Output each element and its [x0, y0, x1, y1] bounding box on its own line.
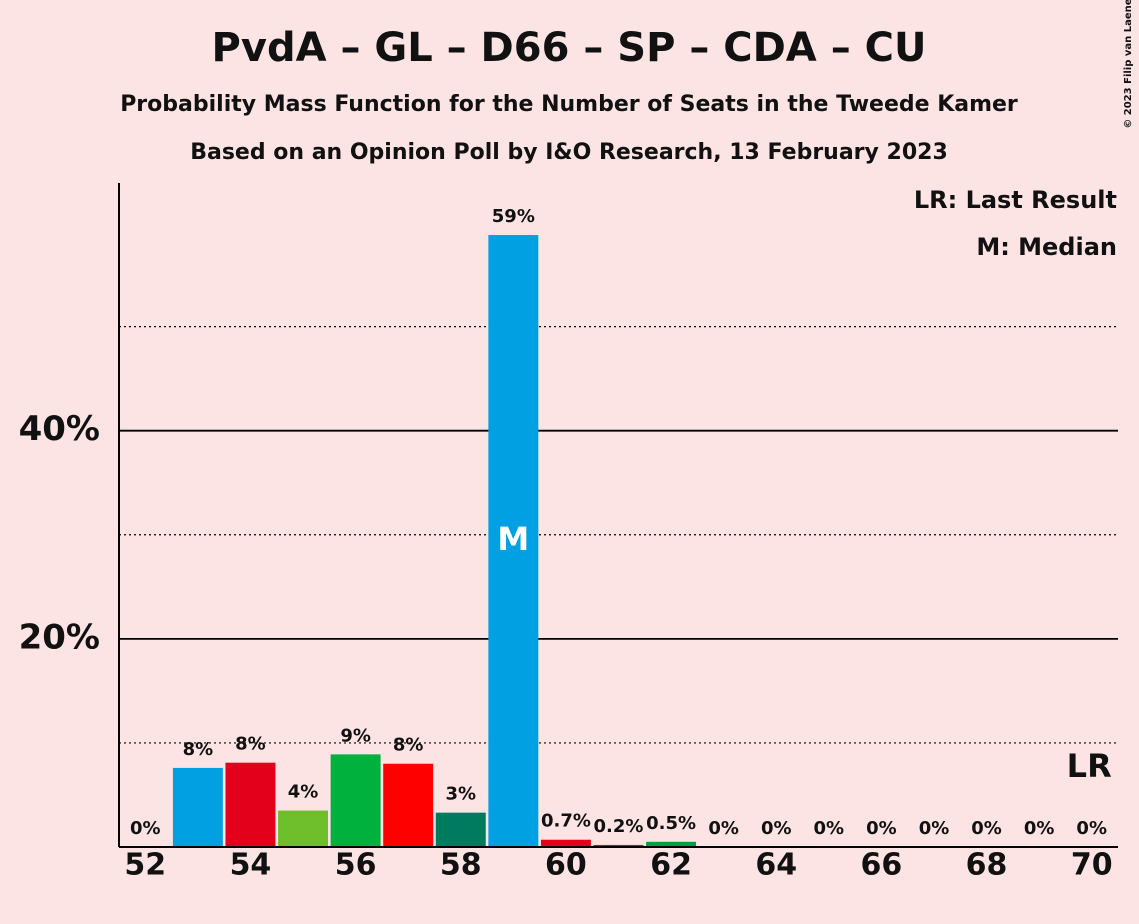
value-label: 0% [1024, 818, 1055, 839]
bar [172, 767, 223, 847]
x-tick-label: 54 [230, 848, 272, 883]
value-label: 0% [1076, 818, 1107, 839]
bar [225, 762, 276, 847]
value-label: 0% [761, 818, 792, 839]
bar [383, 763, 434, 847]
copyright: © 2023 Filip van Laenen [1123, 0, 1134, 129]
bar [278, 810, 329, 847]
value-label: 4% [288, 782, 319, 803]
value-label: 0% [971, 818, 1002, 839]
y-tick-label: 40% [19, 409, 100, 449]
bar [330, 754, 381, 847]
x-tick-label: 62 [650, 848, 692, 883]
value-label: 0.2% [594, 816, 644, 837]
value-label: 0% [919, 818, 950, 839]
chart-title: PvdA – GL – D66 – SP – CDA – CU [212, 25, 927, 71]
value-label: 0.5% [646, 813, 696, 834]
bar [540, 839, 591, 847]
value-label: 8% [183, 739, 214, 760]
bar [593, 844, 644, 847]
value-label: 0% [814, 818, 845, 839]
last-result-marker: LR [1067, 747, 1112, 785]
value-label: 3% [445, 784, 476, 805]
x-tick-label: 66 [861, 848, 903, 883]
value-label: 0% [708, 818, 739, 839]
x-tick-label: 68 [966, 848, 1008, 883]
x-tick-label: 64 [755, 848, 797, 883]
chart-subtitle: Based on an Opinion Poll by I&O Research… [190, 140, 948, 165]
y-tick-label: 20% [19, 617, 100, 657]
legend-entry: LR: Last Result [914, 186, 1117, 214]
legend-entry: M: Median [976, 233, 1117, 261]
x-tick-label: 56 [335, 848, 377, 883]
bar [646, 841, 697, 847]
value-label: 8% [393, 735, 424, 756]
x-tick-label: 60 [545, 848, 587, 883]
value-label: 9% [340, 725, 371, 746]
value-label: 0.7% [541, 811, 591, 832]
value-label: 0% [866, 818, 897, 839]
median-marker: M [497, 520, 529, 558]
chart-subtitle: Probability Mass Function for the Number… [120, 92, 1018, 117]
value-label: 8% [235, 734, 266, 755]
x-tick-label: 58 [440, 848, 482, 883]
value-label: 59% [492, 206, 535, 227]
bar [488, 235, 539, 848]
x-tick-label: 70 [1071, 848, 1113, 883]
bar [435, 812, 486, 847]
x-tick-label: 52 [124, 848, 166, 883]
value-label: 0% [130, 818, 161, 839]
